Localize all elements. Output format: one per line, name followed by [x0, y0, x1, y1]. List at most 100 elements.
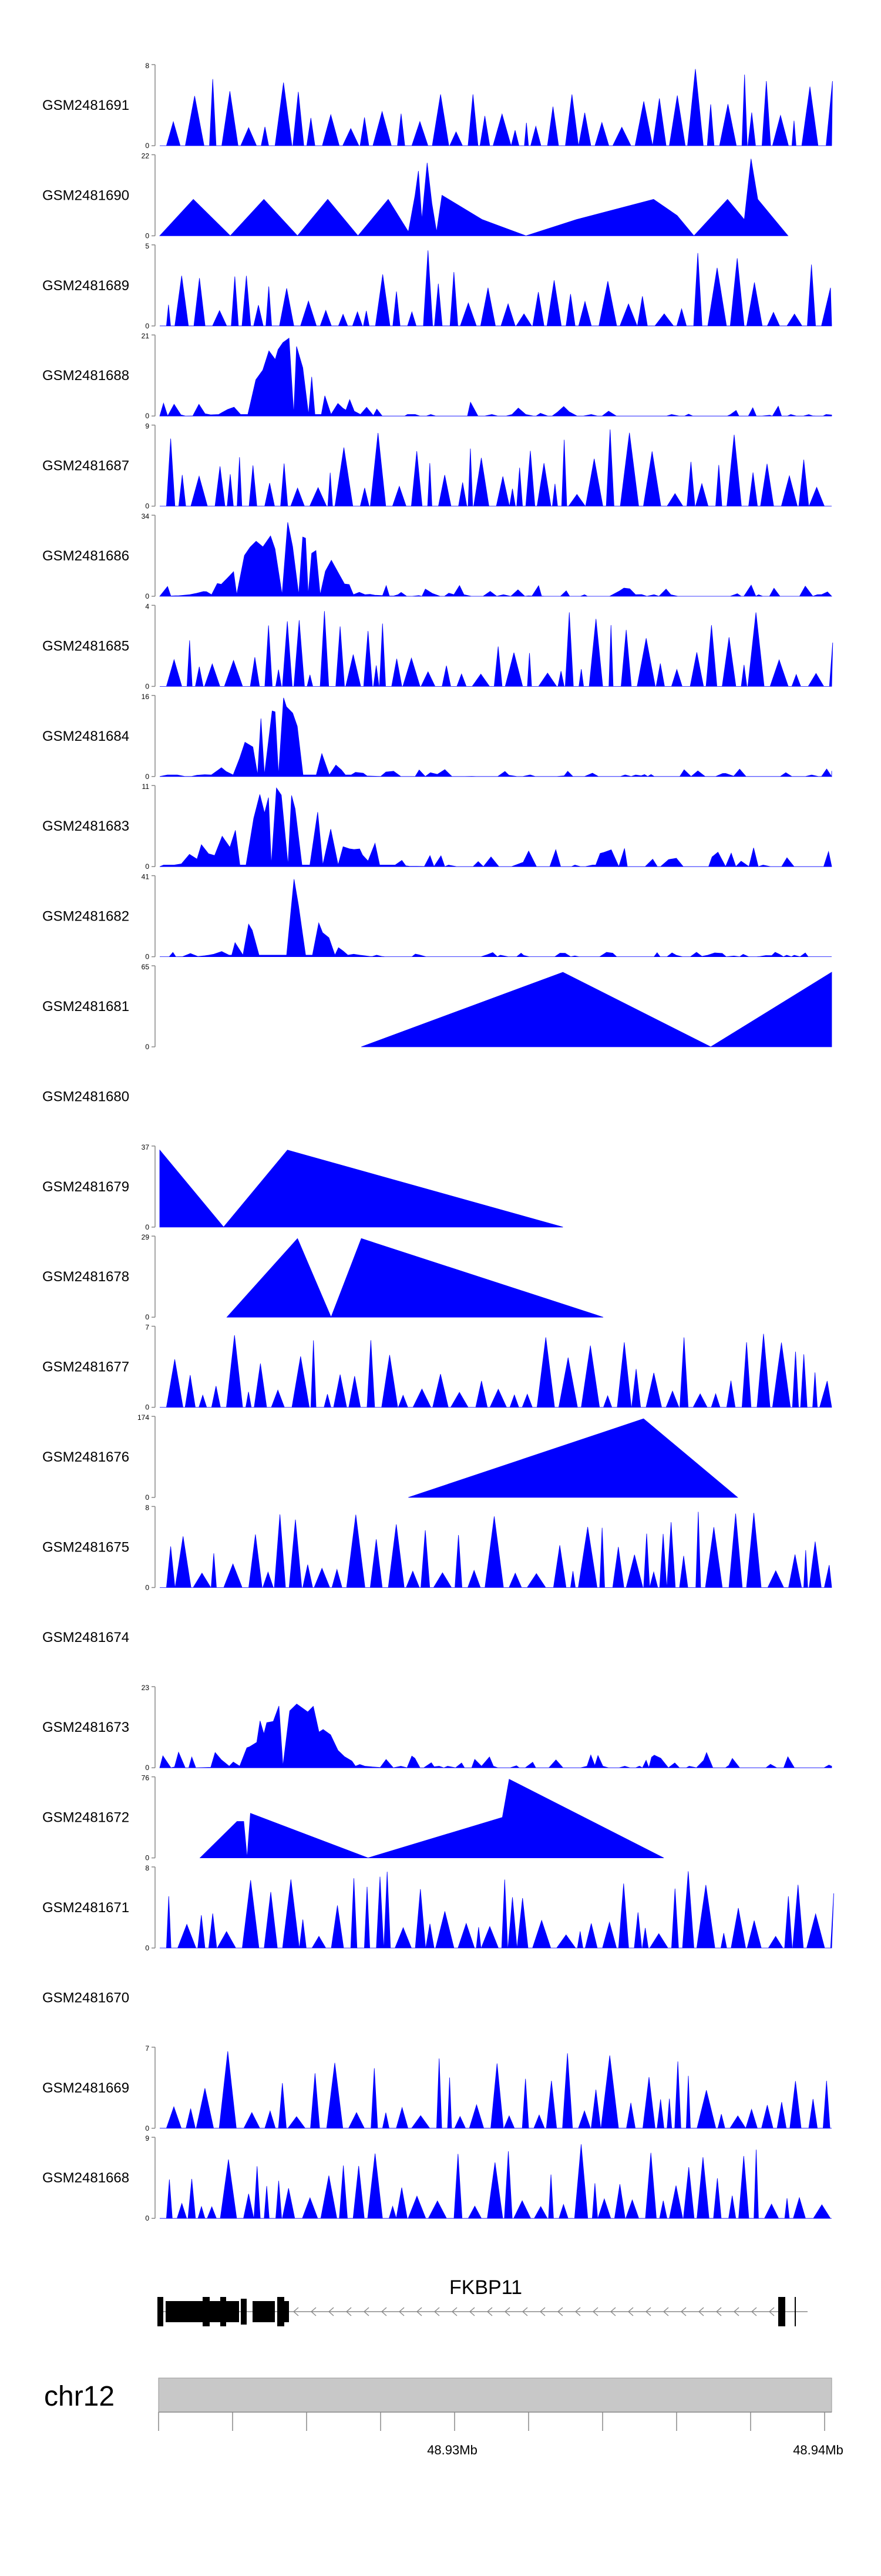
track-label: GSM2481686 [42, 548, 129, 564]
y-tick-label: 8 [145, 1503, 149, 1512]
coverage-area [226, 1238, 604, 1318]
strand-arrow [345, 2307, 352, 2316]
exon [778, 2297, 785, 2326]
strand-arrow [610, 2307, 616, 2316]
strand-arrow [645, 2307, 651, 2316]
coverage-area [159, 1704, 832, 1769]
track-label: GSM2481680 [42, 1089, 129, 1104]
exon [795, 2297, 796, 2326]
track-label: GSM2481689 [42, 278, 129, 294]
data-tracks: GSM248169180GSM2481690220GSM248168950GSM… [42, 62, 834, 2222]
coverage-area [159, 337, 832, 417]
exon [157, 2297, 163, 2326]
y-tick-label: 37 [142, 1143, 150, 1151]
strand-arrow [416, 2307, 422, 2316]
exon [241, 2299, 247, 2325]
y-tick-label: 0 [145, 502, 149, 511]
strand-arrow [592, 2307, 598, 2316]
track-label: GSM2481679 [42, 1179, 129, 1195]
coverage-area [159, 159, 789, 237]
x-tick-label: 48.94Mb [793, 2443, 843, 2457]
coverage-area [160, 1871, 834, 1949]
coverage-area [160, 611, 833, 687]
track-label: GSM2481685 [42, 638, 129, 654]
track-label: GSM2481668 [42, 2170, 129, 2186]
coverage-area [361, 972, 832, 1047]
y-tick-label: 8 [145, 1864, 149, 1872]
track-label: GSM2481670 [42, 1990, 129, 2006]
coverage-area [159, 787, 832, 868]
y-tick-label: 0 [145, 1223, 149, 1231]
strand-arrow [663, 2307, 669, 2316]
y-tick-label: 0 [145, 322, 149, 330]
coverage-area [160, 429, 832, 506]
y-tick-label: 21 [142, 332, 150, 340]
y-tick-label: 0 [145, 862, 149, 871]
coverage-area [199, 1779, 664, 1859]
track-label: GSM2481673 [42, 1719, 129, 1735]
coverage-area [160, 879, 832, 958]
track-label: GSM2481683 [42, 818, 129, 834]
coverage-area [160, 1512, 832, 1588]
strand-arrow [627, 2307, 634, 2316]
y-tick-label: 65 [142, 963, 150, 971]
track-label: GSM2481669 [42, 2080, 129, 2096]
strand-arrow [715, 2307, 722, 2316]
strand-arrow [539, 2307, 546, 2316]
track-label: GSM2481690 [42, 187, 129, 203]
strand-arrow [768, 2307, 775, 2316]
y-tick-label: 0 [145, 1944, 149, 1952]
coverage-area [159, 697, 832, 778]
y-tick-label: 41 [142, 873, 150, 881]
coverage-area [160, 250, 832, 327]
strand-arrow [328, 2307, 334, 2316]
y-tick-label: 29 [142, 1233, 150, 1241]
track-label: GSM2481691 [42, 98, 129, 113]
exon [282, 2301, 289, 2322]
track-label: GSM2481684 [42, 728, 129, 744]
coverage-area [159, 522, 832, 597]
y-tick-label: 4 [145, 602, 149, 610]
strand-arrow [451, 2307, 458, 2316]
strand-arrow [486, 2307, 493, 2316]
strand-arrow [433, 2307, 440, 2316]
track-label: GSM2481687 [42, 458, 129, 474]
strand-arrow [680, 2307, 687, 2316]
y-tick-label: 7 [145, 2044, 149, 2053]
track-label: GSM2481682 [42, 909, 129, 925]
y-tick-label: 0 [145, 412, 149, 420]
y-tick-label: 0 [145, 1403, 149, 1412]
genome-axis: 48.93Mb 48.94Mb [158, 2412, 843, 2457]
y-tick-label: 0 [145, 2214, 149, 2222]
track-label: GSM2481672 [42, 1810, 129, 1826]
track-label: GSM2481671 [42, 1900, 129, 1916]
chromosome-track: chr12 [44, 2377, 832, 2413]
y-tick-label: 0 [145, 231, 149, 240]
y-tick-label: 16 [142, 693, 150, 701]
y-tick-label: 0 [145, 1313, 149, 1321]
y-tick-label: 0 [145, 1583, 149, 1591]
y-tick-label: 174 [137, 1413, 149, 1422]
y-tick-label: 8 [145, 62, 149, 70]
strand-arrow [292, 2307, 299, 2316]
strand-arrow [398, 2307, 405, 2316]
strand-arrow [522, 2307, 528, 2316]
coverage-area [160, 2051, 832, 2129]
track-label: GSM2481674 [42, 1630, 129, 1645]
strand-arrow [751, 2307, 757, 2316]
y-tick-label: 23 [142, 1684, 150, 1692]
y-tick-label: 34 [142, 512, 150, 520]
coverage-area [408, 1418, 738, 1498]
y-tick-label: 11 [142, 782, 150, 791]
exon [166, 2301, 239, 2322]
y-tick-label: 0 [145, 592, 149, 600]
track-label: GSM2481677 [42, 1359, 129, 1375]
y-tick-label: 0 [145, 1854, 149, 1862]
exon [220, 2297, 226, 2326]
coverage-area [160, 1334, 832, 1408]
strand-arrow [363, 2307, 369, 2316]
strand-arrow [381, 2307, 387, 2316]
track-label: GSM2481688 [42, 368, 129, 384]
y-tick-label: 0 [145, 682, 149, 690]
